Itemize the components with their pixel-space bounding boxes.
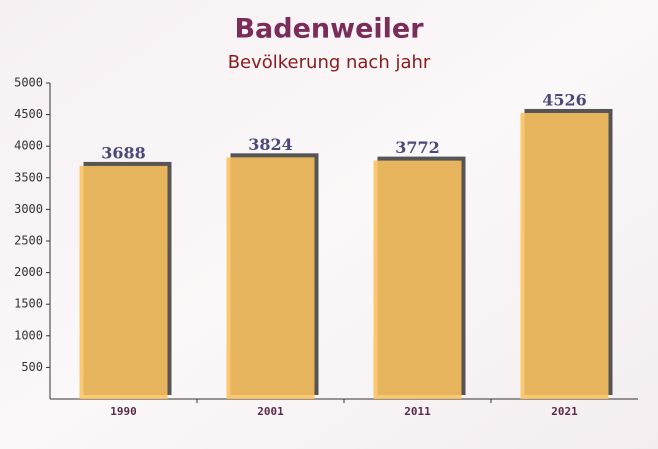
bar bbox=[520, 112, 609, 400]
y-tick-label: 500 bbox=[21, 360, 43, 374]
y-tick-label: 4500 bbox=[14, 107, 43, 121]
bar bbox=[79, 165, 168, 399]
y-tick-label: 4000 bbox=[14, 139, 43, 153]
value-label: 3688 bbox=[101, 143, 146, 162]
value-label: 3824 bbox=[248, 135, 293, 154]
bar bbox=[373, 160, 462, 399]
x-tick-label: 2001 bbox=[257, 405, 284, 418]
chart-subtitle: Bevölkerung nach jahr bbox=[228, 52, 431, 73]
y-tick-label: 1500 bbox=[14, 297, 43, 311]
chart-title: Badenweiler bbox=[234, 14, 424, 45]
value-label: 4526 bbox=[542, 90, 587, 109]
y-tick-label: 5000 bbox=[14, 76, 43, 90]
x-tick-label: 1990 bbox=[110, 405, 137, 418]
y-tick-label: 2500 bbox=[14, 234, 43, 248]
value-label: 3772 bbox=[395, 138, 440, 157]
y-tick-label: 1000 bbox=[14, 328, 43, 342]
x-tick-label: 2011 bbox=[404, 405, 431, 418]
y-tick-label: 3500 bbox=[14, 170, 43, 184]
y-tick-label: 3000 bbox=[14, 202, 43, 216]
x-tick-label: 2021 bbox=[551, 405, 578, 418]
y-tick-label: 2000 bbox=[14, 265, 43, 279]
bar bbox=[226, 157, 315, 399]
